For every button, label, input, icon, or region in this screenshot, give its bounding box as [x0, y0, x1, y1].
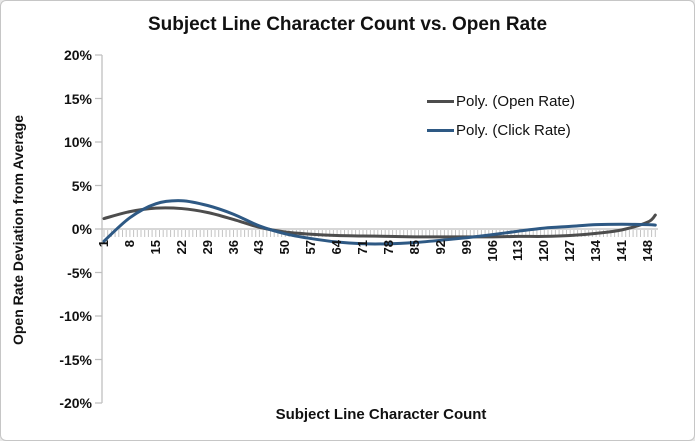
x-tick-label-64: 64 — [329, 240, 345, 255]
chart-title: Subject Line Character Count vs. Open Ra… — [147, 14, 548, 35]
y-tick-label--5: -5% — [67, 264, 92, 281]
y-tick-label-20: 20% — [63, 47, 92, 63]
x-tick-label-8: 8 — [121, 240, 137, 248]
open-rate-trendline — [102, 206, 657, 239]
open-rate-line-swatch — [427, 99, 454, 103]
y-tick-label-0: 0% — [71, 221, 92, 237]
x-tick-label-29: 29 — [199, 240, 215, 255]
x-tick-label-50: 50 — [277, 240, 293, 255]
click-rate-line-swatch — [427, 128, 454, 132]
legend-entry-open-rate: Poly. (Open Rate) — [427, 89, 575, 113]
legend-entry-click-rate: Poly. (Click Rate) — [427, 118, 575, 142]
y-axis-ticks — [95, 54, 102, 404]
x-axis-title: Subject Line Character Count — [275, 406, 487, 423]
y-tick-label-5: 5% — [71, 177, 92, 194]
x-tick-label-57: 57 — [303, 240, 319, 255]
x-tick-label-78: 78 — [380, 240, 396, 255]
x-tick-label-92: 92 — [432, 240, 448, 255]
x-tick-label-127: 127 — [562, 240, 578, 262]
x-tick-label-99: 99 — [458, 240, 474, 255]
legend-label-open-rate: Poly. (Open Rate) — [456, 92, 575, 110]
legend-label-click-rate: Poly. (Click Rate) — [456, 121, 571, 139]
y-tick-label-10: 10% — [63, 134, 92, 150]
x-tick-label-120: 120 — [536, 240, 552, 262]
x-tick-label-1: 1 — [96, 240, 111, 248]
y-tick-label--20: -20% — [59, 395, 92, 411]
x-tick-label-106: 106 — [484, 240, 500, 262]
x-tick-label-36: 36 — [225, 240, 241, 255]
x-tick-label-85: 85 — [406, 240, 422, 255]
x-tick-label-43: 43 — [251, 240, 267, 255]
legend: Poly. (Open Rate) Poly. (Click Rate) — [427, 89, 575, 147]
x-tick-label-113: 113 — [510, 240, 526, 261]
x-tick-label-141: 141 — [614, 240, 629, 262]
x-tick-label-148: 148 — [639, 240, 655, 262]
click-rate-trendline — [102, 199, 657, 246]
y-tick-label--15: -15% — [59, 351, 92, 368]
y-tick-label--10: -10% — [59, 308, 92, 324]
x-tick-label-134: 134 — [588, 240, 604, 262]
x-tick-label-22: 22 — [173, 240, 189, 255]
x-tick-label-15: 15 — [147, 240, 163, 255]
y-tick-label-15: 15% — [63, 90, 92, 107]
x-tick-label-71: 71 — [355, 240, 370, 255]
